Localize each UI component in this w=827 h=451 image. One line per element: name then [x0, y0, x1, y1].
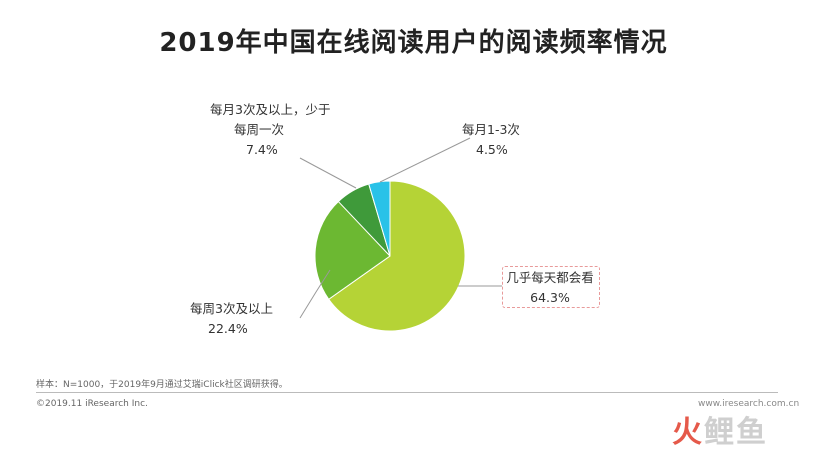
slice-label-monthly3-percent: 7.4% — [246, 142, 278, 157]
slice-label-daily-percent: 64.3% — [530, 290, 570, 305]
watermark-logo: 火鲤鱼 — [672, 407, 768, 451]
slice-label-monthly1to3-name: 每月1-3次 — [462, 122, 520, 137]
slice-label-monthly1to3: 每月1-3次 4.5% — [462, 120, 552, 160]
footer-divider — [36, 392, 778, 393]
slice-label-monthly3: 每月3次及以上，少于 每周一次 7.4% — [210, 100, 370, 160]
highlight-callout-box — [502, 266, 600, 308]
slice-label-weekly3: 每周3次及以上 22.4% — [190, 299, 300, 339]
pie-slice-monthly1to3 — [368, 180, 391, 257]
slice-label-daily-name: 几乎每天都会看 — [506, 270, 594, 285]
copyright-text: ©2019.11 iResearch Inc. — [36, 399, 148, 409]
leader-line-monthly1to3 — [379, 137, 471, 183]
site-url: www.iresearch.com.cn — [698, 399, 800, 409]
slice-label-daily: 几乎每天都会看 64.3% — [500, 268, 600, 308]
slice-label-weekly3-name: 每周3次及以上 — [190, 301, 273, 316]
leader-line-weekly3 — [299, 269, 331, 319]
slice-label-monthly1to3-percent: 4.5% — [476, 142, 508, 157]
leader-line-monthly3 — [299, 157, 357, 189]
pie-slice-daily — [328, 180, 466, 332]
slice-label-monthly3-name-2: 每周一次 — [234, 122, 285, 137]
pie-slice-weekly3 — [314, 200, 391, 300]
watermark-char-rest: 鲤鱼 — [704, 415, 768, 450]
watermark-char-1: 火 — [672, 415, 704, 450]
sample-footnote: 样本：N=1000，于2019年9月通过艾瑞iClick社区调研获得。 — [36, 380, 288, 390]
slice-label-weekly3-percent: 22.4% — [208, 321, 248, 336]
chart-title: 2019年中国在线阅读用户的阅读频率情况 — [159, 28, 668, 58]
slice-label-monthly3-name-1: 每月3次及以上，少于 — [210, 102, 331, 117]
